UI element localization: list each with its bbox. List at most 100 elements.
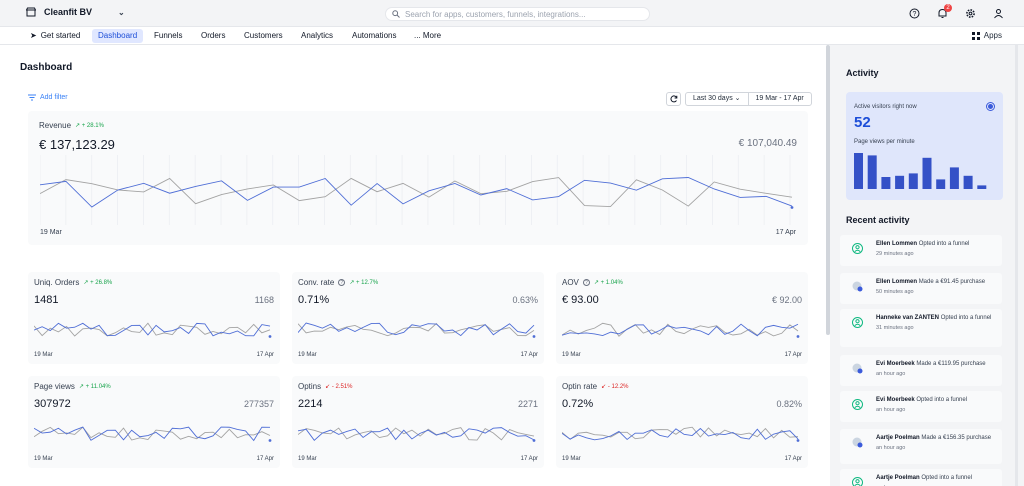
last-point bbox=[796, 335, 800, 338]
search-input[interactable]: Search for apps, customers, funnels, int… bbox=[385, 7, 650, 21]
info-icon[interactable]: ? bbox=[582, 279, 590, 286]
store-name: Cleanfit BV bbox=[44, 7, 93, 17]
kpi-label: Uniq. Orders bbox=[34, 278, 80, 287]
kpi-sparkline bbox=[34, 426, 272, 442]
activity-item[interactable]: Hanneke van ZANTEN Opted into a funnel 3… bbox=[840, 309, 1002, 347]
pageviews-bar-chart bbox=[854, 153, 987, 189]
pageviews-bar bbox=[936, 179, 946, 189]
activity-name: Evi Moerbeek bbox=[876, 361, 915, 367]
main-scrollbar[interactable] bbox=[826, 45, 830, 335]
optin-user-icon bbox=[852, 399, 863, 410]
kpi-start-date: 19 Mar bbox=[562, 352, 581, 358]
activity-action: Opted into a funnel bbox=[916, 397, 968, 403]
kpi-value: € 93.00 bbox=[562, 294, 599, 306]
activity-action: Opted into a funnel bbox=[940, 315, 992, 321]
kpi-compare: 2271 bbox=[517, 399, 538, 409]
revenue-start-date: 19 Mar bbox=[40, 229, 62, 236]
kpi-card[interactable]: Uniq. Orders ↗ + 26.8% 1481 1168 19 Mar … bbox=[28, 272, 280, 364]
last-point bbox=[790, 206, 794, 209]
kpi-end-date: 17 Apr bbox=[520, 456, 538, 462]
kpi-sparkline bbox=[298, 322, 536, 338]
kpi-value: 0.71% bbox=[298, 294, 330, 306]
kpi-value: 1481 bbox=[34, 294, 59, 306]
kpi-label: AOV bbox=[562, 278, 579, 287]
activity-time: an hour ago bbox=[876, 407, 906, 413]
panel-scrollbar[interactable] bbox=[1015, 45, 1018, 486]
activity-item[interactable]: Evi Moerbeek Opted into a funnel an hour… bbox=[840, 391, 1002, 422]
kpi-value: 2214 bbox=[298, 398, 323, 410]
nav-orders[interactable]: Orders bbox=[201, 31, 226, 40]
activity-name: Ellen Lommen bbox=[876, 241, 918, 247]
nav-automations[interactable]: Automations bbox=[352, 31, 397, 40]
revenue-end-date: 17 Apr bbox=[775, 229, 796, 236]
activity-item[interactable]: Aartje Poelman Opted into a funnel an ho… bbox=[840, 469, 1002, 486]
svg-text:?: ? bbox=[912, 11, 916, 18]
refresh-button[interactable] bbox=[666, 92, 681, 106]
kpi-card[interactable]: AOV? ↗ + 1.04% € 93.00 € 92.00 19 Mar 17… bbox=[556, 272, 808, 364]
apps-button[interactable]: Apps bbox=[971, 29, 1002, 43]
kpi-card[interactable]: Conv. rate? ↗ + 12.7% 0.71% 0.63% 19 Mar… bbox=[292, 272, 544, 364]
store-switcher[interactable]: Cleanfit BV ⌄ bbox=[26, 7, 125, 17]
kpi-delta: ↗ + 26.8% bbox=[83, 280, 113, 286]
pageviews-bar bbox=[963, 175, 973, 189]
primary-line bbox=[34, 322, 271, 337]
kpi-delta: ↗ + 12.7% bbox=[349, 280, 379, 286]
add-filter-button[interactable]: Add filter bbox=[28, 94, 68, 101]
range-dates[interactable]: 19 Mar - 17 Apr bbox=[747, 93, 811, 105]
kpi-compare: 0.82% bbox=[776, 399, 802, 409]
revenue-value: € 137,123.29 bbox=[39, 137, 115, 152]
nav-more[interactable]: ... More bbox=[414, 31, 442, 40]
nav-analytics[interactable]: Analytics bbox=[301, 31, 334, 40]
purchase-avatar-icon bbox=[852, 363, 863, 374]
activity-name: Aartje Poelman bbox=[876, 435, 920, 441]
revenue-label: Revenue bbox=[39, 121, 72, 130]
activity-item[interactable]: Ellen Lommen Made a €91.45 purchase 50 m… bbox=[840, 273, 1002, 304]
kpi-end-date: 17 Apr bbox=[520, 352, 538, 358]
kpi-delta: ↗ + 11.04% bbox=[78, 384, 111, 390]
kpi-label: Optins bbox=[298, 382, 322, 391]
primary-line bbox=[562, 427, 799, 441]
page-title: Dashboard bbox=[20, 62, 73, 73]
help-icon[interactable]: ? bbox=[908, 7, 920, 19]
notification-bell-icon[interactable]: 2 bbox=[936, 4, 952, 19]
optin-user-icon bbox=[852, 477, 863, 486]
last-point bbox=[532, 335, 536, 338]
kpi-card[interactable]: Page views ↗ + 11.04% 307972 277357 19 M… bbox=[28, 376, 280, 468]
range-preset-select[interactable]: Last 30 days ⌄ bbox=[693, 95, 741, 102]
kpi-card[interactable]: Optin rate ↙ - 12.2% 0.72% 0.82% 19 Mar … bbox=[556, 376, 808, 468]
notification-badge: 2 bbox=[944, 4, 952, 12]
last-point bbox=[268, 439, 272, 442]
live-indicator-icon bbox=[986, 102, 995, 111]
activity-time: 29 minutes ago bbox=[876, 251, 914, 257]
date-range-picker[interactable]: Last 30 days ⌄ 19 Mar - 17 Apr bbox=[685, 92, 812, 106]
compare-line bbox=[40, 177, 793, 208]
activity-time: 31 minutes ago bbox=[876, 325, 914, 331]
primary-line bbox=[34, 426, 271, 442]
last-point bbox=[532, 439, 536, 442]
user-icon[interactable] bbox=[992, 7, 1004, 19]
search-placeholder: Search for apps, customers, funnels, int… bbox=[405, 9, 586, 19]
visitors-value: 52 bbox=[854, 114, 871, 131]
activity-name: Ellen Lommen bbox=[876, 279, 918, 285]
nav-customers[interactable]: Customers bbox=[244, 31, 283, 40]
activity-item[interactable]: Aartje Poelman Made a €156.35 purchase a… bbox=[840, 429, 1002, 464]
chevron-down-icon[interactable]: ⌄ bbox=[118, 7, 125, 17]
compare-line bbox=[562, 426, 799, 440]
activity-action: Made a €91.45 purchase bbox=[918, 279, 986, 285]
nav-funnels[interactable]: Funnels bbox=[154, 31, 183, 40]
kpi-end-date: 17 Apr bbox=[256, 352, 274, 358]
activity-item[interactable]: Ellen Lommen Opted into a funnel 29 minu… bbox=[840, 235, 1002, 266]
kpi-card[interactable]: Optins ↙ - 2.51% 2214 2271 19 Mar 17 Apr bbox=[292, 376, 544, 468]
activity-item[interactable]: Evi Moerbeek Made a €119.95 purchase an … bbox=[840, 355, 1002, 386]
activity-name: Hanneke van ZANTEN bbox=[876, 315, 940, 321]
kpi-sparkline bbox=[562, 426, 800, 442]
nav-get-started[interactable]: ➤ Get started bbox=[24, 29, 86, 43]
pageviews-bar bbox=[908, 173, 918, 189]
gear-icon[interactable] bbox=[964, 7, 976, 19]
pageviews-bar bbox=[854, 153, 863, 189]
nav-dashboard[interactable]: Dashboard bbox=[92, 29, 144, 43]
purchase-avatar-icon bbox=[852, 281, 863, 292]
kpi-start-date: 19 Mar bbox=[34, 456, 53, 462]
revenue-card[interactable]: Revenue ↗ + 28.1% € 137,123.29 € 107,040… bbox=[28, 111, 808, 245]
info-icon[interactable]: ? bbox=[338, 279, 346, 286]
